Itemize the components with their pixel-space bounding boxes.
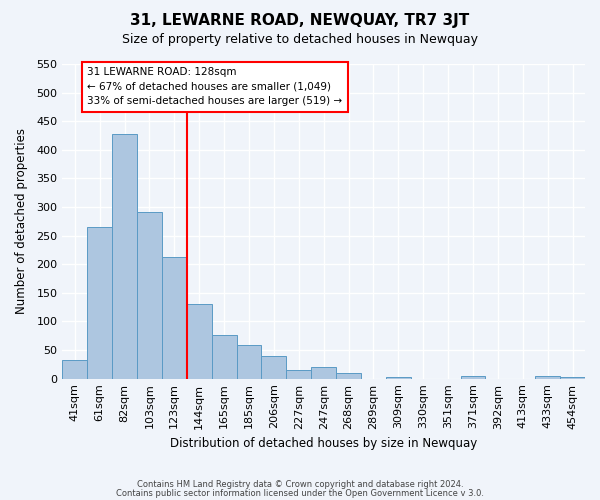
- Text: Size of property relative to detached houses in Newquay: Size of property relative to detached ho…: [122, 32, 478, 46]
- Bar: [461, 376, 485, 378]
- Bar: [286, 370, 311, 378]
- Bar: [336, 373, 361, 378]
- Bar: [112, 134, 137, 378]
- Bar: [62, 360, 87, 378]
- Bar: [560, 377, 585, 378]
- Bar: [236, 345, 262, 378]
- Bar: [162, 257, 187, 378]
- Bar: [137, 212, 162, 378]
- Text: Contains HM Land Registry data © Crown copyright and database right 2024.: Contains HM Land Registry data © Crown c…: [137, 480, 463, 489]
- Y-axis label: Number of detached properties: Number of detached properties: [15, 128, 28, 314]
- Bar: [212, 335, 236, 378]
- Bar: [535, 376, 560, 378]
- Bar: [386, 377, 411, 378]
- Text: Contains public sector information licensed under the Open Government Licence v : Contains public sector information licen…: [116, 488, 484, 498]
- Bar: [311, 367, 336, 378]
- Bar: [262, 356, 286, 378]
- Text: 31 LEWARNE ROAD: 128sqm
← 67% of detached houses are smaller (1,049)
33% of semi: 31 LEWARNE ROAD: 128sqm ← 67% of detache…: [87, 67, 343, 106]
- Bar: [87, 227, 112, 378]
- Bar: [187, 304, 212, 378]
- X-axis label: Distribution of detached houses by size in Newquay: Distribution of detached houses by size …: [170, 437, 477, 450]
- Text: 31, LEWARNE ROAD, NEWQUAY, TR7 3JT: 31, LEWARNE ROAD, NEWQUAY, TR7 3JT: [130, 12, 470, 28]
